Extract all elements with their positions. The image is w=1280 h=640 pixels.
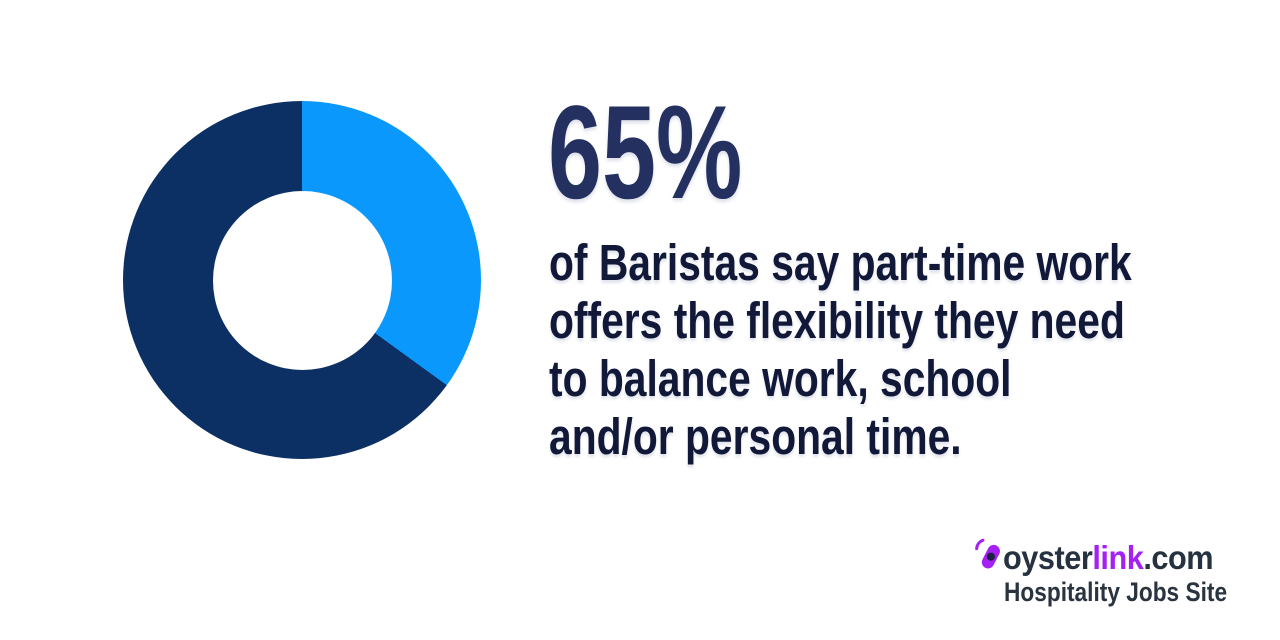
brand-domain: .com [1143,539,1214,576]
oysterlink-logo: oysterlink.com Hospitality Jobs Site [974,533,1244,613]
stat-description: of Baristas say part-time work offers th… [549,234,1132,466]
donut-hole [212,190,392,370]
stat-value: 65% [548,79,743,227]
stat-description-line: of Baristas say part-time work [549,234,1132,291]
oyster-pearl-icon [975,538,1000,569]
donut-chart [123,101,481,459]
brand-wordmark: oysterlink.com [1003,539,1214,576]
stat-description-line: offers the flexibility they need [549,292,1125,349]
brand-oyster: oyster [1003,539,1093,576]
brand-link: link [1092,539,1144,576]
brand-tagline: Hospitality Jobs Site [1004,577,1228,607]
stat-description-line: and/or personal time. [549,408,962,465]
stat-description-line: to balance work, school [549,350,1012,407]
